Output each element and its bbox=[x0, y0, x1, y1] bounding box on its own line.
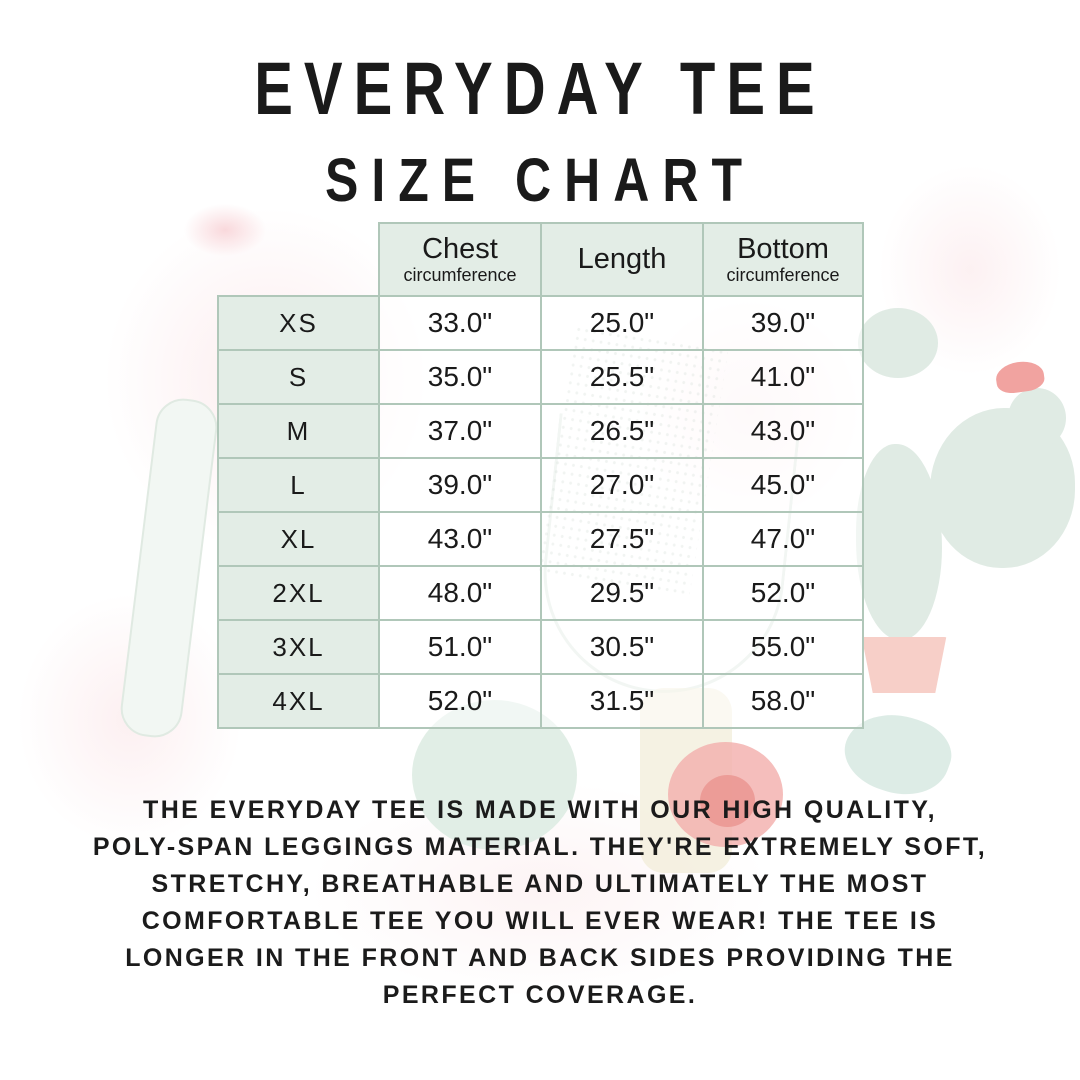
table-corner-cell bbox=[218, 223, 379, 296]
column-header-chest: Chest circumference bbox=[378, 222, 542, 297]
chest-value-cell: 33.0" bbox=[378, 295, 542, 351]
description-line: POLY-SPAN LEGGINGS MATERIAL. THEY'RE EXT… bbox=[92, 833, 988, 861]
chest-value-cell: 52.0" bbox=[378, 673, 542, 729]
description-line: COMFORTABLE TEE YOU WILL EVER WEAR! THE … bbox=[141, 907, 939, 935]
bottom-value-cell: 52.0" bbox=[702, 565, 864, 621]
column-sublabel: circumference bbox=[726, 264, 840, 285]
length-value-cell: 27.0" bbox=[540, 457, 704, 513]
size-label-cell: XS bbox=[217, 295, 380, 351]
length-value-cell: 25.0" bbox=[540, 295, 704, 351]
title-product-name: EVERYDAY TEE bbox=[254, 47, 826, 131]
length-value-cell: 31.5" bbox=[540, 673, 704, 729]
length-value-cell: 30.5" bbox=[540, 619, 704, 675]
length-value-cell: 27.5" bbox=[540, 511, 704, 567]
size-label-cell: 3XL bbox=[217, 619, 380, 675]
length-value-cell: 26.5" bbox=[540, 403, 704, 459]
column-label: Bottom bbox=[737, 232, 829, 265]
size-chart-table: Chest circumference Length Bottom circum… bbox=[217, 222, 864, 729]
table-row: 3XL 51.0" 30.5" 55.0" bbox=[217, 619, 864, 675]
cactus-flower-illustration bbox=[994, 358, 1046, 396]
bottom-value-cell: 58.0" bbox=[702, 673, 864, 729]
cactus-illustration bbox=[858, 308, 938, 378]
table-row: XS 33.0" 25.0" 39.0" bbox=[217, 295, 864, 351]
description-line: THE EVERYDAY TEE IS MADE WITH OUR HIGH Q… bbox=[143, 796, 937, 824]
cactus-illustration bbox=[1008, 388, 1066, 448]
bottom-value-cell: 47.0" bbox=[702, 511, 864, 567]
size-label-cell: M bbox=[217, 403, 380, 459]
size-label-cell: 4XL bbox=[217, 673, 380, 729]
description-line: LONGER IN THE FRONT AND BACK SIDES PROVI… bbox=[125, 944, 955, 972]
size-label-cell: XL bbox=[217, 511, 380, 567]
cactus-illustration bbox=[856, 444, 942, 640]
column-label: Length bbox=[577, 242, 667, 275]
bottom-value-cell: 43.0" bbox=[702, 403, 864, 459]
description-line: STRETCHY, BREATHABLE AND ULTIMATELY THE … bbox=[151, 870, 929, 898]
bottom-value-cell: 45.0" bbox=[702, 457, 864, 513]
chest-value-cell: 39.0" bbox=[378, 457, 542, 513]
bottom-value-cell: 55.0" bbox=[702, 619, 864, 675]
bottom-value-cell: 39.0" bbox=[702, 295, 864, 351]
table-row: 4XL 52.0" 31.5" 58.0" bbox=[217, 673, 864, 729]
cactus-illustration bbox=[930, 408, 1075, 568]
page-title: EVERYDAY TEE SIZE CHART bbox=[0, 46, 1080, 214]
length-value-cell: 29.5" bbox=[540, 565, 704, 621]
size-label-cell: L bbox=[217, 457, 380, 513]
table-row: 2XL 48.0" 29.5" 52.0" bbox=[217, 565, 864, 621]
chest-value-cell: 37.0" bbox=[378, 403, 542, 459]
column-header-bottom: Bottom circumference bbox=[702, 222, 864, 297]
length-value-cell: 25.5" bbox=[540, 349, 704, 405]
chest-value-cell: 51.0" bbox=[378, 619, 542, 675]
column-sublabel: circumference bbox=[403, 264, 517, 285]
bottom-value-cell: 41.0" bbox=[702, 349, 864, 405]
product-description: THE EVERYDAY TEE IS MADE WITH OUR HIGH Q… bbox=[0, 792, 1080, 1014]
column-header-length: Length bbox=[540, 222, 704, 297]
size-label-cell: S bbox=[217, 349, 380, 405]
table-header-row: Chest circumference Length Bottom circum… bbox=[218, 222, 864, 297]
column-label: Chest bbox=[422, 232, 498, 265]
watermark-strip bbox=[117, 395, 221, 741]
chest-value-cell: 35.0" bbox=[378, 349, 542, 405]
chest-value-cell: 43.0" bbox=[378, 511, 542, 567]
table-row: S 35.0" 25.5" 41.0" bbox=[217, 349, 864, 405]
table-row: L 39.0" 27.0" 45.0" bbox=[217, 457, 864, 513]
cactus-pot-illustration bbox=[861, 637, 947, 693]
size-label-cell: 2XL bbox=[217, 565, 380, 621]
table-row: M 37.0" 26.5" 43.0" bbox=[217, 403, 864, 459]
description-line: PERFECT COVERAGE. bbox=[382, 981, 698, 1009]
table-row: XL 43.0" 27.5" 47.0" bbox=[217, 511, 864, 567]
chest-value-cell: 48.0" bbox=[378, 565, 542, 621]
title-size-chart: SIZE CHART bbox=[325, 146, 755, 215]
